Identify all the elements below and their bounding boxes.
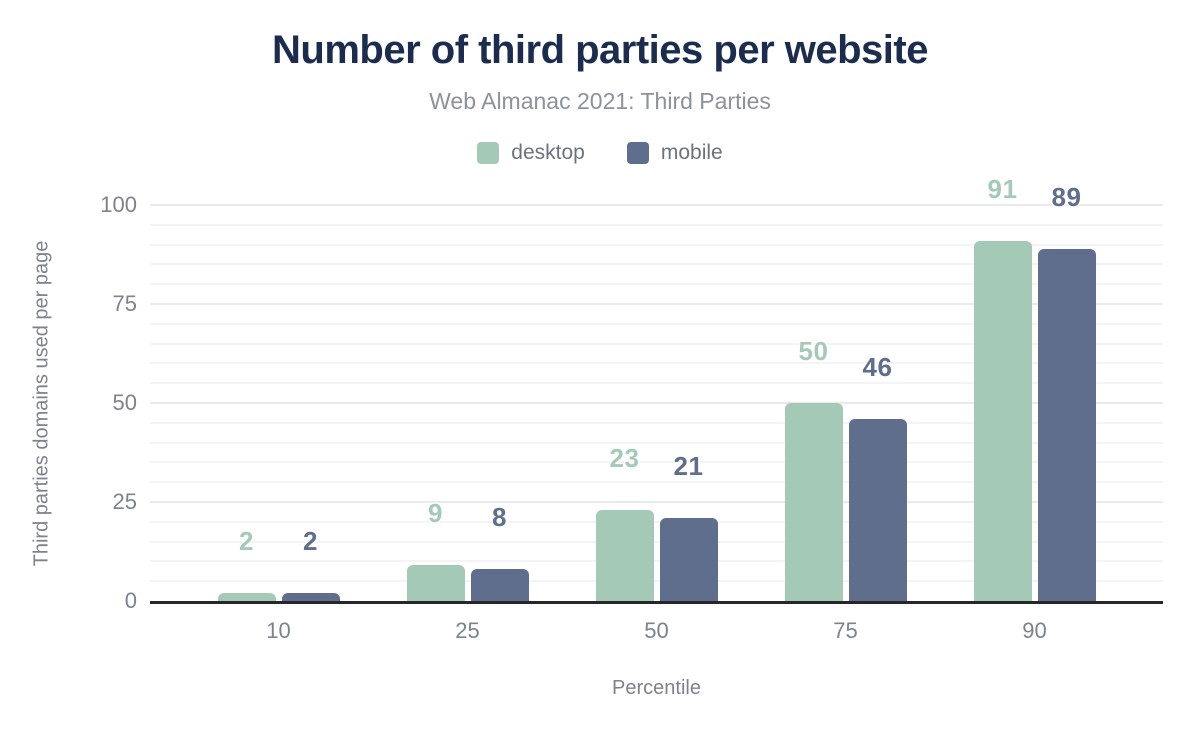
- bar-value-label-desktop-p25: 9: [428, 498, 443, 529]
- bar-desktop-p25: [406, 565, 465, 601]
- gridline: [150, 204, 1163, 206]
- gridline: [150, 441, 1163, 444]
- y-tick-label: 25: [112, 489, 137, 514]
- bar-mobile-p10: [281, 593, 340, 601]
- legend-item-mobile[interactable]: mobile: [626, 141, 723, 165]
- x-tick-label: 25: [455, 618, 480, 643]
- bar-value-label-mobile-p75: 46: [862, 351, 893, 382]
- legend-item-desktop[interactable]: desktop: [477, 141, 585, 165]
- gridline: [150, 382, 1163, 385]
- gridline: [150, 362, 1163, 365]
- bar-value-label-mobile-p25: 8: [492, 502, 507, 533]
- legend: desktop mobile: [0, 141, 1200, 165]
- gridline: [150, 560, 1163, 563]
- gridline: [150, 223, 1163, 226]
- x-tick-label: 50: [644, 618, 669, 643]
- gridline: [150, 501, 1163, 503]
- gridline: [150, 540, 1163, 543]
- bar-desktop-p10: [217, 593, 276, 601]
- gridline: [150, 580, 1163, 583]
- gridline: [150, 342, 1163, 345]
- chart-title: Number of third parties per website: [272, 28, 928, 72]
- bar-desktop-p90: [973, 240, 1032, 601]
- y-tick-label: 75: [112, 291, 137, 316]
- gridline: [150, 481, 1163, 484]
- gridline: [150, 421, 1163, 424]
- gridline: [150, 402, 1163, 404]
- y-tick-label: 0: [124, 588, 137, 613]
- plot-area: 0 25 50 75 100 10 2 2 25 9 8 50 23 21 75 50 46 90 91 89: [100, 174, 1163, 643]
- y-axis-title: Third parties domains used per page: [30, 240, 53, 566]
- bar-mobile-p25: [470, 569, 529, 601]
- gridline: [150, 520, 1163, 523]
- bar-value-label-desktop-p75: 50: [798, 336, 829, 366]
- chart-subtitle: Web Almanac 2021: Third Parties: [429, 88, 771, 114]
- mobile-swatch-icon: [626, 142, 649, 164]
- x-tick-label: 75: [833, 618, 858, 643]
- gridline: [150, 303, 1163, 305]
- bar-desktop-p75: [784, 403, 843, 601]
- bar-value-label-desktop-p10: 2: [239, 526, 254, 557]
- gridline: [150, 461, 1163, 464]
- bar-mobile-p50: [659, 517, 718, 601]
- bar-mobile-p75: [848, 418, 907, 601]
- legend-label-mobile: mobile: [660, 141, 723, 164]
- plot-wrap: Third parties domains used per page 0 25 5…: [31, 174, 1163, 699]
- bar-mobile-p90: [1037, 248, 1096, 601]
- y-tick-label: 100: [100, 192, 137, 217]
- gridline: [150, 283, 1163, 286]
- bar-value-label-desktop-p50: 23: [609, 442, 640, 473]
- gridline: [150, 263, 1163, 266]
- x-axis-title: Percentile: [612, 677, 701, 699]
- bar-desktop-p50: [595, 509, 654, 601]
- x-tick-label: 90: [1022, 618, 1047, 643]
- bar-value-label-mobile-p90: 89: [1051, 181, 1082, 212]
- legend-label-desktop: desktop: [511, 141, 585, 164]
- y-tick-label: 50: [112, 390, 137, 415]
- gridline: [150, 322, 1163, 325]
- bar-value-label-desktop-p90: 91: [987, 173, 1018, 204]
- gridline: [150, 243, 1163, 246]
- desktop-swatch-icon: [477, 142, 500, 164]
- bar-value-label-mobile-p50: 21: [673, 450, 704, 481]
- x-tick-label: 10: [266, 618, 291, 643]
- bar-value-label-mobile-p10: 2: [303, 526, 318, 557]
